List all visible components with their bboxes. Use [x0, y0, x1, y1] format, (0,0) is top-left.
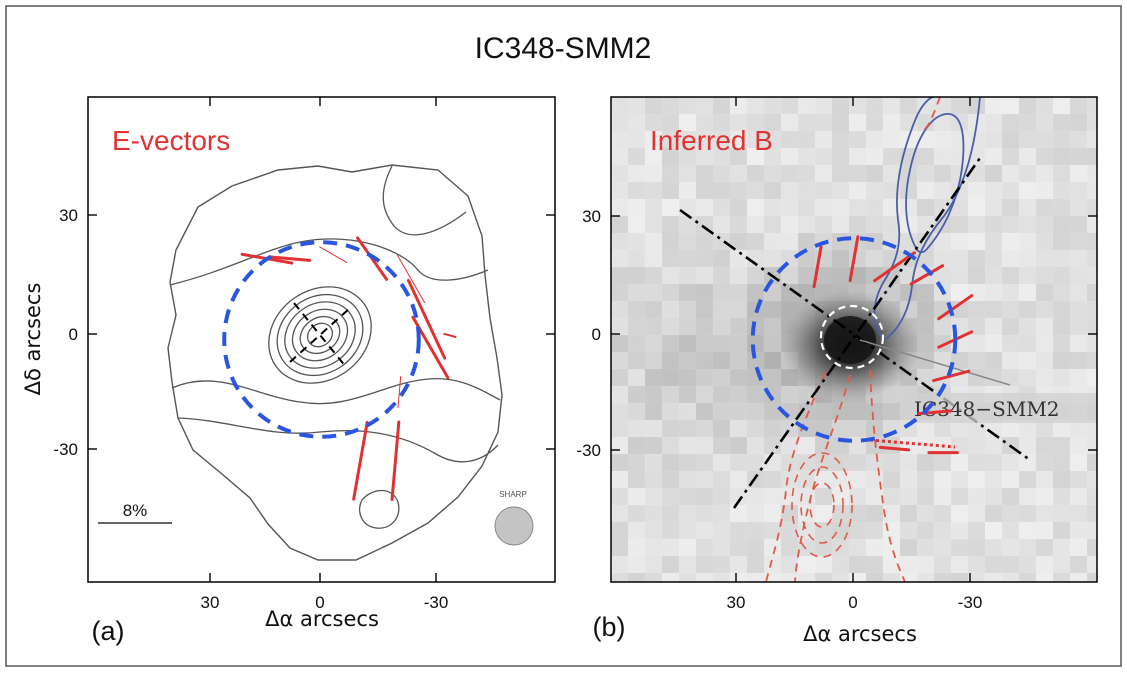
panel-b-tag: (b) [593, 612, 626, 642]
y-tick-label: 0 [69, 325, 78, 344]
source-label: IC348−SMM2 [914, 397, 1060, 421]
polarization-vector [269, 255, 312, 262]
panel-a-frame [87, 96, 556, 583]
contour-line [382, 165, 467, 236]
x-tick-label: 30 [727, 593, 746, 612]
figure-frame [5, 5, 1122, 667]
polarization-vector [406, 278, 447, 360]
polarization-vector [812, 245, 823, 289]
figure-title: IC348-SMM2 [475, 32, 652, 65]
polarization-vector [443, 332, 457, 338]
blue-contour [883, 97, 981, 341]
y-tick-label: 0 [592, 325, 601, 344]
polarization-vector [878, 445, 911, 452]
panel-b-xlabel: Δα arcsecs [803, 622, 917, 646]
x-tick-label: 30 [201, 593, 220, 612]
polarization-vector [390, 420, 401, 502]
panel-a-tag: (a) [92, 616, 125, 646]
polarization-vector [909, 264, 945, 286]
beam-label: SHARP [499, 490, 527, 499]
y-tick-label: 30 [582, 207, 601, 226]
panel-a-overlay-label: E-vectors [112, 125, 230, 156]
panel-a-xlabel: Δα arcsecs [265, 607, 379, 631]
panel-a-blue-circle [222, 240, 421, 439]
contour-island [359, 489, 400, 529]
y-tick-label: 30 [59, 206, 78, 225]
x-tick-label: 0 [315, 593, 324, 612]
polarization-vector [397, 376, 402, 409]
panel-a: 30 0 -30 30 0 -30 E-vectors 8% SHARP Δα arcse… [21, 96, 556, 646]
x-tick-label: 0 [848, 593, 857, 612]
polarization-vector [932, 369, 971, 383]
polarization-vector [848, 235, 860, 283]
x-tick-label: -30 [958, 593, 983, 612]
core-white-circle [819, 304, 885, 370]
panel-b: IC348−SMM2 30 0 -30 30 0 -30 Inferred B Δα ar… [576, 96, 1098, 646]
panel-a-vectors [240, 236, 457, 502]
panel-b-ticks: 30 0 -30 30 0 -30 [576, 97, 1097, 612]
red-dashed-contours [765, 97, 941, 582]
contour-line [171, 377, 501, 405]
y-tick-label: -30 [576, 441, 601, 460]
blue-contour-inner [905, 113, 965, 254]
polarization-vector [937, 294, 974, 321]
contour-line [177, 417, 499, 463]
polarization-vector [873, 251, 916, 283]
panel-b-frame [610, 96, 1098, 583]
contour-line [169, 238, 489, 286]
y-tick-label: -30 [53, 440, 78, 459]
panel-b-blue-circle [750, 236, 958, 443]
polarization-vector [396, 254, 426, 303]
red-dotted-line [869, 438, 956, 449]
beam-circle [494, 506, 534, 546]
core-contours [268, 286, 372, 384]
panel-a-ticks: 30 0 -30 30 0 -30 [53, 97, 555, 612]
x-tick-label: -30 [424, 593, 449, 612]
panel-b-overlay-label: Inferred B [650, 125, 773, 156]
panel-a-ylabel: Δδ arcsecs [21, 283, 45, 396]
source-leader-line [859, 339, 1011, 386]
polarization-vector [352, 420, 369, 501]
dash-dot-axis [732, 157, 982, 509]
blue-contour [873, 97, 935, 341]
scale-bar-label: 8% [123, 501, 148, 520]
polarization-vector [319, 246, 348, 263]
